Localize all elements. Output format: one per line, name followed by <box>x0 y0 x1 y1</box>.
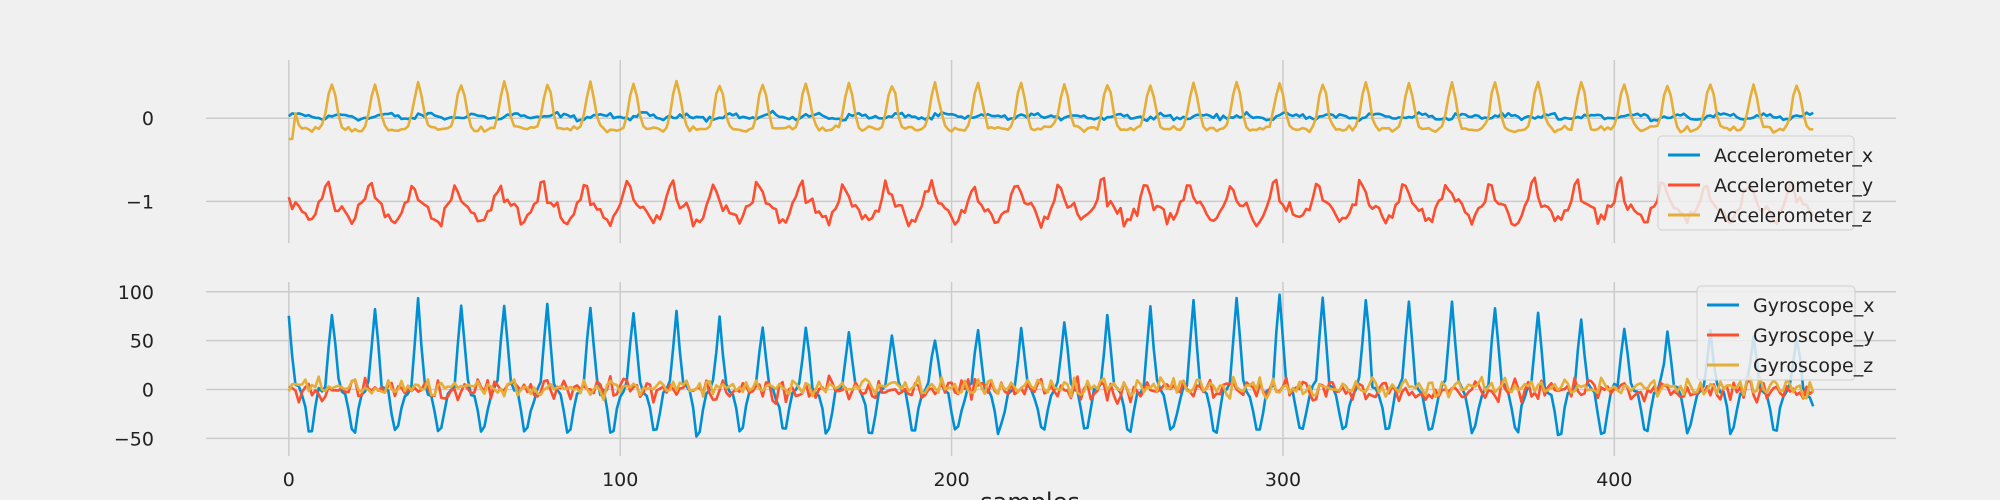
y-tick-label: −1 <box>126 191 154 213</box>
series-line-gyroscope_x <box>287 293 1815 438</box>
accelerometer-panel: 0−1Accelerometer_xAccelerometer_yAcceler… <box>126 60 1896 243</box>
legend-label: Gyroscope_z <box>1753 355 1873 377</box>
series-line-accelerometer_y <box>287 176 1815 229</box>
x-tick-label: 300 <box>1265 469 1301 491</box>
legend-label: Gyroscope_y <box>1753 325 1874 347</box>
series-line-accelerometer_x <box>287 109 1814 123</box>
x-tick-label: 100 <box>602 469 638 491</box>
y-tick-label: 100 <box>118 282 154 304</box>
legend-box <box>1696 285 1856 381</box>
x-axis-label: samples <box>980 488 1080 500</box>
legend-label: Accelerometer_x <box>1714 145 1873 167</box>
y-tick-label: 0 <box>142 380 154 402</box>
y-tick-label: 50 <box>130 331 154 353</box>
y-tick-label: −50 <box>114 428 154 450</box>
legend-box <box>1657 135 1855 231</box>
series-line-accelerometer_z <box>288 79 1814 141</box>
x-tick-label: 0 <box>283 469 295 491</box>
series-line-gyroscope_z <box>287 375 1815 402</box>
legend: Gyroscope_x Gyroscope_y Gyroscope_z <box>1696 285 1874 381</box>
y-tick-label: 0 <box>142 108 154 130</box>
legend-label: Accelerometer_y <box>1714 175 1873 197</box>
legend-label: Gyroscope_x <box>1753 295 1874 317</box>
x-tick-label: 400 <box>1596 469 1632 491</box>
legend: Accelerometer_x Accelerometer_y Accelerome… <box>1657 135 1873 231</box>
legend-label: Accelerometer_z <box>1714 205 1872 227</box>
x-tick-label: 200 <box>933 469 969 491</box>
